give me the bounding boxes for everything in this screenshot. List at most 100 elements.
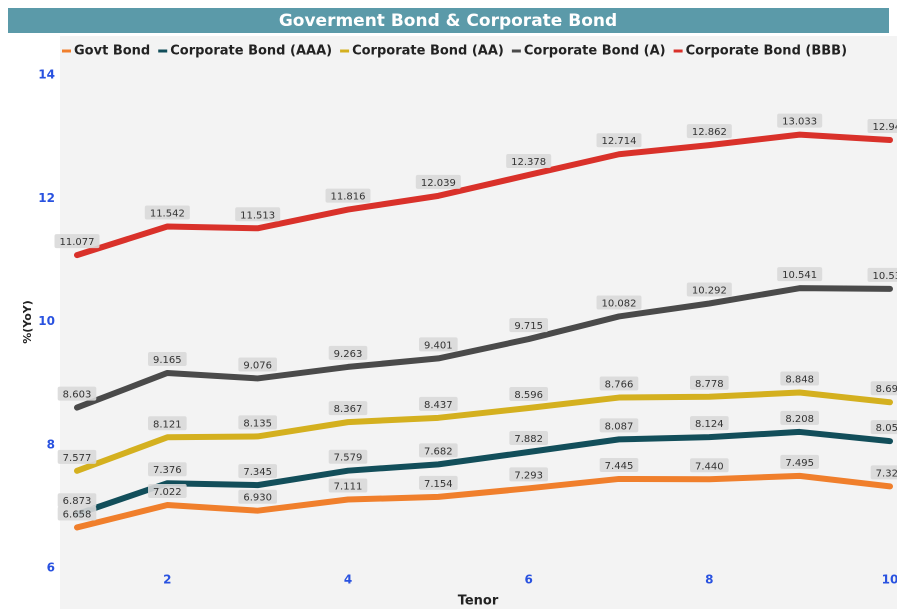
value-label-bg (509, 431, 548, 446)
value-label-bg (144, 205, 190, 220)
value-label: 6.930 (243, 493, 272, 504)
value-label: 7.579 (334, 453, 363, 464)
x-tick-label: 8 (705, 573, 713, 587)
value-label: 12.378 (511, 157, 546, 168)
value-label: 11.077 (60, 237, 95, 248)
x-tick-label: 2 (163, 573, 171, 587)
value-label: 12.714 (602, 136, 637, 147)
value-label: 7.577 (63, 453, 92, 464)
value-label-bg (57, 449, 97, 464)
value-label-bg (867, 118, 897, 133)
value-label-bg (780, 454, 819, 469)
value-label-bg (328, 345, 368, 360)
x-tick-label: 4 (344, 573, 352, 587)
value-label: 8.596 (514, 390, 543, 401)
legend-label: Corporate Bond (AAA) (170, 44, 332, 59)
value-label: 7.022 (153, 487, 182, 498)
value-label: 11.816 (331, 192, 366, 203)
value-label-bg (780, 410, 819, 425)
value-label: 8.603 (63, 390, 92, 401)
value-label: 10.292 (692, 286, 727, 297)
value-label-bg (870, 465, 897, 480)
value-label-bg (599, 418, 639, 433)
value-label-bg (57, 493, 97, 508)
value-label-bg (509, 318, 548, 333)
value-label: 12.946 (873, 122, 897, 133)
value-label-bg (690, 416, 729, 431)
value-label-bg (148, 416, 187, 431)
value-label-bg (57, 506, 97, 521)
value-label: 8.690 (876, 384, 897, 395)
value-label: 8.121 (153, 419, 182, 430)
value-label-bg (419, 475, 458, 490)
value-label-bg (238, 415, 277, 430)
value-label: 7.111 (334, 482, 363, 493)
value-label-bg (328, 478, 368, 493)
value-label: 8.124 (695, 419, 724, 430)
value-label-bg (325, 188, 371, 203)
value-label-bg (419, 443, 458, 458)
value-label: 8.367 (334, 404, 363, 415)
value-label: 10.530 (873, 271, 897, 282)
legend-label: Corporate Bond (AA) (352, 44, 504, 59)
value-label: 8.087 (605, 421, 634, 432)
y-tick-label: 14 (38, 68, 55, 82)
x-axis-label: Tenor (458, 594, 499, 609)
value-label: 9.401 (424, 340, 453, 351)
series-line (74, 389, 893, 474)
value-label: 8.437 (424, 400, 453, 411)
value-label-bg (415, 174, 461, 189)
value-label: 6.873 (63, 496, 92, 507)
value-label: 8.778 (695, 379, 724, 390)
value-label-bg (686, 282, 732, 297)
value-label-bg (148, 462, 187, 477)
value-label-bg (870, 381, 897, 396)
series-line (74, 131, 893, 259)
value-label-bg (599, 457, 639, 472)
value-label-bg (690, 458, 729, 473)
value-label-bg (596, 133, 642, 148)
title-bar (8, 8, 889, 33)
value-label-bg (328, 401, 368, 416)
series-line (74, 472, 893, 531)
value-label: 8.135 (243, 418, 272, 429)
x-tick-label: 10 (882, 573, 897, 587)
value-label-bg (509, 387, 548, 402)
value-label-bg (238, 489, 277, 504)
value-label-bg (780, 371, 819, 386)
legend-label: Corporate Bond (BBB) (686, 44, 847, 59)
value-label-bg (419, 337, 458, 352)
value-label: 8.766 (605, 380, 634, 391)
value-label: 8.058 (876, 423, 897, 434)
y-tick-label: 10 (38, 314, 55, 328)
value-label-bg (235, 207, 281, 222)
value-label-bg (506, 153, 552, 168)
value-label: 7.682 (424, 446, 453, 457)
value-label: 8.848 (785, 374, 814, 385)
value-label: 7.154 (424, 479, 453, 490)
value-label: 11.513 (240, 210, 275, 221)
y-tick-label: 6 (47, 561, 55, 575)
value-label-bg (509, 467, 548, 482)
legend-label: Corporate Bond (A) (524, 44, 666, 59)
value-label-bg (419, 396, 458, 411)
value-label: 12.862 (692, 127, 727, 138)
value-label: 7.376 (153, 465, 182, 476)
y-tick-label: 8 (47, 437, 55, 451)
value-label-bg (54, 234, 100, 249)
value-label-bg (777, 113, 823, 128)
value-label-bg (599, 376, 639, 391)
y-axis-label: %(YoY) (21, 300, 34, 344)
chart-title: Goverment Bond & Corporate Bond (279, 11, 617, 31)
value-label: 7.440 (695, 461, 724, 472)
value-label: 12.039 (421, 178, 456, 189)
value-label: 8.208 (785, 414, 814, 425)
value-label: 9.263 (334, 349, 363, 360)
value-label-bg (596, 295, 642, 310)
series-line (74, 285, 893, 411)
value-label-bg (870, 420, 897, 435)
value-label: 7.445 (605, 461, 634, 472)
value-label: 10.082 (602, 298, 637, 309)
value-label: 11.542 (150, 208, 185, 219)
